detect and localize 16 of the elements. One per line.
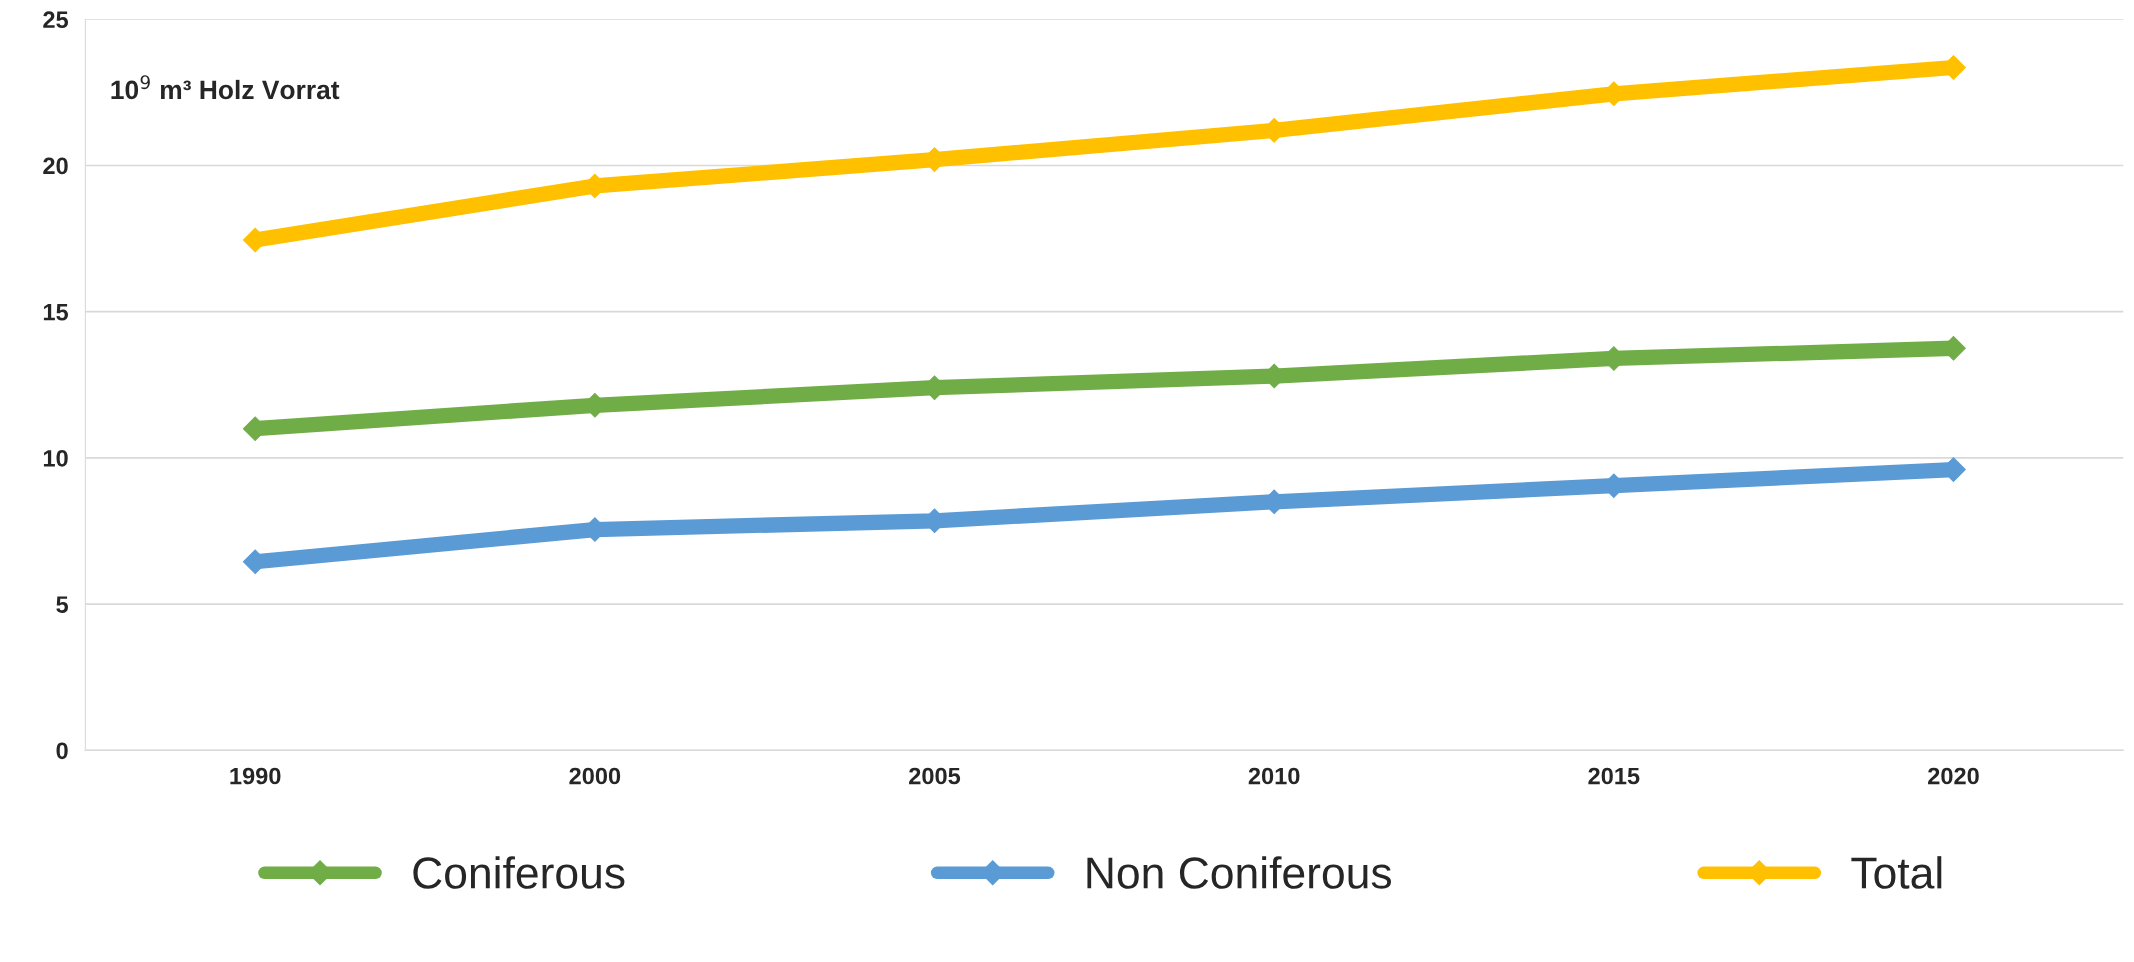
y-tick-label: 15 xyxy=(43,304,69,321)
y-tick-label: 25 xyxy=(43,11,69,29)
legend-label: Coniferous xyxy=(413,856,625,889)
x-tick-label: 2015 xyxy=(1588,767,1640,785)
y-tick-label: 20 xyxy=(43,157,68,175)
legend-label: Total xyxy=(1851,856,1942,889)
x-tick-label: 2010 xyxy=(1248,767,1300,785)
x-tick-label: 2020 xyxy=(1928,767,1979,785)
x-tick-label: 2005 xyxy=(909,767,961,785)
y-tick-label: 0 xyxy=(56,742,68,760)
x-tick-label: 2000 xyxy=(569,767,621,785)
y-tick-label: 5 xyxy=(56,596,69,613)
annotation: 10$^{9}$ m³ Holz Vorrat xyxy=(111,75,340,100)
legend-label: Non Coniferous xyxy=(1087,856,1392,889)
y-tick-label: 10 xyxy=(43,449,68,467)
x-tick-label: 1990 xyxy=(230,767,281,785)
